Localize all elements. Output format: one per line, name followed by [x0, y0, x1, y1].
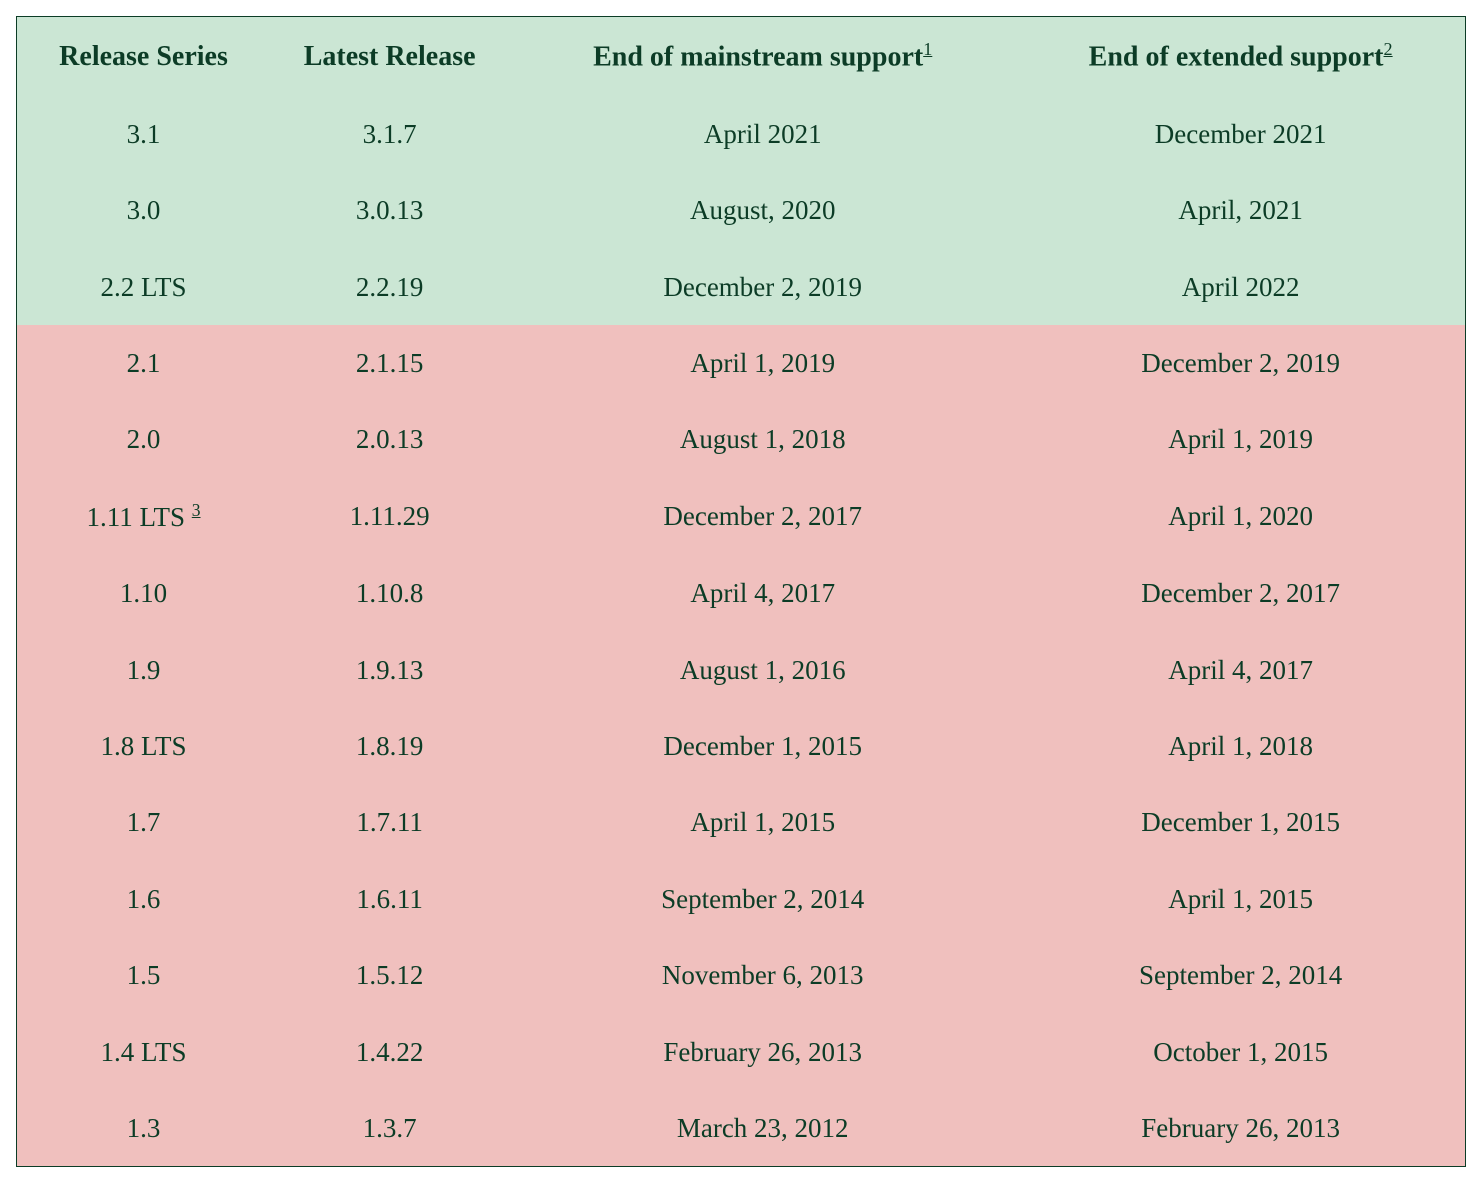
cell-extended: December 2, 2017: [1016, 555, 1465, 631]
series-text: 1.3: [127, 1113, 161, 1143]
cell-series: 1.11 LTS 3: [17, 478, 271, 555]
release-support-table: Release Series Latest Release End of mai…: [16, 16, 1466, 1167]
cell-mainstream: April 1, 2019: [509, 325, 1016, 401]
cell-series: 2.1: [17, 325, 271, 401]
table-row: 1.11 LTS 31.11.29December 2, 2017April 1…: [17, 478, 1466, 555]
cell-series: 1.8 LTS: [17, 708, 271, 784]
col-header-latest: Latest Release: [270, 17, 509, 96]
cell-mainstream: February 26, 2013: [509, 1014, 1016, 1090]
table-row: 2.1 2.1.15April 1, 2019December 2, 2019: [17, 325, 1466, 401]
cell-mainstream: September 2, 2014: [509, 861, 1016, 937]
cell-mainstream: December 2, 2017: [509, 478, 1016, 555]
footnote-link-1[interactable]: 1: [923, 39, 932, 59]
table-header-row: Release Series Latest Release End of mai…: [17, 17, 1466, 96]
cell-latest: 1.6.11: [270, 861, 509, 937]
cell-latest: 2.2.19: [270, 249, 509, 325]
cell-latest: 1.9.13: [270, 632, 509, 708]
cell-extended: April 2022: [1016, 249, 1465, 325]
series-text: 3.0: [127, 195, 161, 225]
series-text: 1.11 LTS: [87, 502, 192, 532]
table-row: 1.6 1.6.11September 2, 2014April 1, 2015: [17, 861, 1466, 937]
cell-latest: 2.1.15: [270, 325, 509, 401]
cell-mainstream: August 1, 2016: [509, 632, 1016, 708]
table-row: 2.0 2.0.13August 1, 2018April 1, 2019: [17, 401, 1466, 477]
cell-latest: 1.4.22: [270, 1014, 509, 1090]
cell-latest: 1.10.8: [270, 555, 509, 631]
cell-mainstream: April 2021: [509, 96, 1016, 172]
series-text: 1.10: [120, 578, 167, 608]
cell-extended: April 1, 2020: [1016, 478, 1465, 555]
cell-series: 3.0: [17, 172, 271, 248]
series-text: 2.0: [127, 424, 161, 454]
table-row: 1.9 1.9.13August 1, 2016April 4, 2017: [17, 632, 1466, 708]
cell-extended: April, 2021: [1016, 172, 1465, 248]
series-text: 2.2 LTS: [101, 272, 187, 302]
cell-latest: 1.11.29: [270, 478, 509, 555]
cell-mainstream: December 1, 2015: [509, 708, 1016, 784]
cell-mainstream: August 1, 2018: [509, 401, 1016, 477]
col-header-label: End of extended support: [1089, 41, 1384, 72]
table-row: 3.0 3.0.13August, 2020April, 2021: [17, 172, 1466, 248]
cell-series: 1.4 LTS: [17, 1014, 271, 1090]
col-header-mainstream: End of mainstream support1: [509, 17, 1016, 96]
table-row: 3.1 3.1.7April 2021December 2021: [17, 96, 1466, 172]
cell-mainstream: March 23, 2012: [509, 1090, 1016, 1167]
cell-latest: 1.5.12: [270, 937, 509, 1013]
footnote-link-3[interactable]: 3: [192, 500, 201, 520]
cell-series: 2.0: [17, 401, 271, 477]
cell-latest: 1.7.11: [270, 784, 509, 860]
cell-mainstream: August, 2020: [509, 172, 1016, 248]
cell-series: 2.2 LTS: [17, 249, 271, 325]
cell-series: 1.5: [17, 937, 271, 1013]
table-row: 1.4 LTS 1.4.22February 26, 2013October 1,…: [17, 1014, 1466, 1090]
cell-latest: 1.8.19: [270, 708, 509, 784]
cell-mainstream: April 1, 2015: [509, 784, 1016, 860]
table-row: 1.10 1.10.8April 4, 2017December 2, 2017: [17, 555, 1466, 631]
series-text: 1.6: [127, 884, 161, 914]
series-text: 1.5: [127, 960, 161, 990]
cell-mainstream: November 6, 2013: [509, 937, 1016, 1013]
cell-latest: 1.3.7: [270, 1090, 509, 1167]
release-table-body: 3.1 3.1.7April 2021December 2021 3.0 3.0.13…: [17, 96, 1466, 1167]
cell-extended: October 1, 2015: [1016, 1014, 1465, 1090]
series-text: 1.7: [127, 807, 161, 837]
footnote-link-2[interactable]: 2: [1384, 39, 1393, 59]
cell-series: 1.10: [17, 555, 271, 631]
col-header-series: Release Series: [17, 17, 271, 96]
table-row: 1.5 1.5.12November 6, 2013September 2, 20…: [17, 937, 1466, 1013]
cell-series: 3.1: [17, 96, 271, 172]
cell-series: 1.3: [17, 1090, 271, 1167]
cell-series: 1.6: [17, 861, 271, 937]
cell-extended: September 2, 2014: [1016, 937, 1465, 1013]
series-text: 1.4 LTS: [101, 1037, 187, 1067]
series-text: 1.8 LTS: [101, 731, 187, 761]
cell-latest: 2.0.13: [270, 401, 509, 477]
col-header-extended: End of extended support2: [1016, 17, 1465, 96]
cell-series: 1.7: [17, 784, 271, 860]
cell-extended: December 2, 2019: [1016, 325, 1465, 401]
cell-extended: December 2021: [1016, 96, 1465, 172]
cell-extended: April 1, 2018: [1016, 708, 1465, 784]
cell-mainstream: April 4, 2017: [509, 555, 1016, 631]
series-text: 3.1: [127, 119, 161, 149]
cell-extended: April 4, 2017: [1016, 632, 1465, 708]
series-text: 1.9: [127, 655, 161, 685]
table-row: 1.3 1.3.7March 23, 2012February 26, 2013: [17, 1090, 1466, 1167]
col-header-label: End of mainstream support: [593, 41, 923, 72]
table-row: 2.2 LTS 2.2.19December 2, 2019April 2022: [17, 249, 1466, 325]
cell-extended: February 26, 2013: [1016, 1090, 1465, 1167]
table-row: 1.7 1.7.11April 1, 2015December 1, 2015: [17, 784, 1466, 860]
col-header-label: Release Series: [59, 41, 228, 72]
table-row: 1.8 LTS 1.8.19December 1, 2015April 1, 20…: [17, 708, 1466, 784]
cell-series: 1.9: [17, 632, 271, 708]
col-header-label: Latest Release: [304, 41, 476, 72]
cell-latest: 3.1.7: [270, 96, 509, 172]
cell-mainstream: December 2, 2019: [509, 249, 1016, 325]
cell-latest: 3.0.13: [270, 172, 509, 248]
series-text: 2.1: [127, 348, 161, 378]
cell-extended: April 1, 2015: [1016, 861, 1465, 937]
cell-extended: December 1, 2015: [1016, 784, 1465, 860]
cell-extended: April 1, 2019: [1016, 401, 1465, 477]
